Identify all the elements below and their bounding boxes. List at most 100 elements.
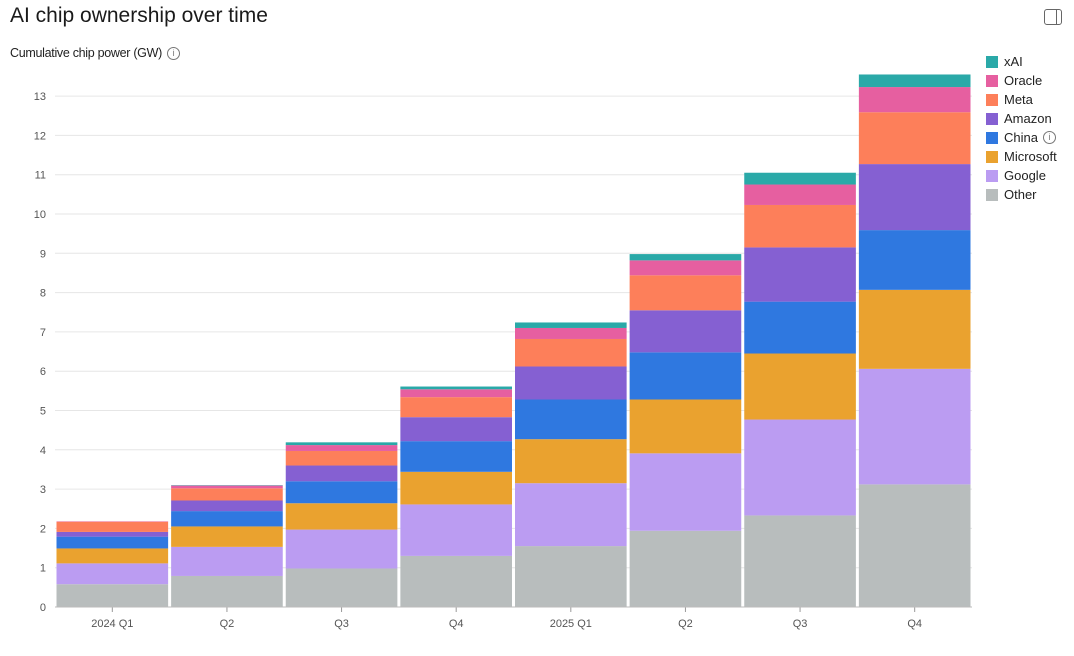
bar-segment-microsoft [171, 526, 283, 547]
legend-item-meta[interactable]: Meta [986, 90, 1057, 109]
bar-segment-oracle [400, 389, 512, 398]
bar-segment-amazon [629, 310, 742, 353]
bar-segment-google [56, 563, 169, 585]
bar-segment-google [285, 529, 398, 569]
x-tick-label: Q3 [334, 618, 349, 630]
bar-segment-china [629, 352, 742, 400]
y-tick-label: 10 [34, 209, 46, 221]
x-tick-label: Q2 [220, 618, 235, 630]
bar-segment-microsoft [858, 289, 971, 369]
bar-segment-other [285, 568, 398, 607]
bar-segment-xai [858, 74, 971, 88]
bar-segment-other [400, 555, 512, 607]
bar-segment-amazon [171, 500, 283, 512]
bar-segment-google [400, 504, 512, 556]
bar-segment-china [858, 230, 971, 290]
legend-item-oracle[interactable]: Oracle [986, 71, 1057, 90]
y-tick-label: 12 [34, 130, 46, 142]
y-tick-label: 7 [40, 327, 46, 339]
y-tick-label: 1 [40, 563, 46, 575]
bar-segment-oracle [285, 445, 398, 451]
legend-item-other[interactable]: Other [986, 185, 1057, 204]
bar-segment-microsoft [744, 353, 856, 420]
bar-segment-amazon [400, 417, 512, 442]
legend-label: Meta [1004, 92, 1033, 107]
bar-segment-other [56, 584, 169, 607]
legend-swatch [986, 131, 998, 144]
bar-segment-amazon [56, 531, 169, 537]
bar-segment-google [171, 546, 283, 576]
legend: xAI Oracle Meta Amazon China i Microsoft Google… [986, 52, 1057, 204]
bar-segment-oracle [744, 184, 856, 205]
y-tick-label: 4 [40, 445, 46, 457]
bar-segment-google [629, 453, 742, 531]
bar-segment-other [858, 484, 971, 607]
bar-segment-microsoft [56, 548, 169, 564]
bar-segment-amazon [744, 247, 856, 302]
bar-segment-meta [515, 338, 627, 367]
bar-segment-google [515, 483, 627, 547]
y-tick-label: 6 [40, 366, 46, 378]
bar-segment-other [171, 575, 283, 607]
legend-label: xAI [1004, 54, 1023, 69]
bar-segment-google [858, 368, 971, 485]
legend-swatch [986, 188, 998, 201]
legend-item-china[interactable]: China i [986, 128, 1057, 147]
bar-segment-oracle [515, 327, 627, 339]
bar-segment-china [285, 481, 398, 504]
legend-label: Oracle [1004, 73, 1043, 88]
bar-segment-other [629, 530, 742, 607]
bar-segment-china [56, 536, 169, 549]
bar-segment-microsoft [285, 503, 398, 530]
bar-segment-oracle [858, 87, 971, 113]
bar-segment-other [515, 546, 627, 607]
bar-segment-oracle [629, 260, 742, 276]
legend-label: Microsoft [1004, 149, 1057, 164]
x-tick-label: 2025 Q1 [550, 618, 592, 630]
bar-segment-microsoft [400, 471, 512, 505]
legend-item-microsoft[interactable]: Microsoft [986, 147, 1057, 166]
legend-swatch [986, 112, 998, 125]
legend-item-xai[interactable]: xAI [986, 52, 1057, 71]
bar-segment-china [744, 301, 856, 354]
y-tick-label: 0 [40, 602, 46, 614]
x-tick-label: Q3 [793, 618, 808, 630]
chart-title: AI chip ownership over time [10, 4, 268, 27]
bar-segment-meta [400, 397, 512, 418]
y-tick-label: 5 [40, 406, 46, 418]
bar-segment-meta [858, 112, 971, 165]
legend-label: China [1004, 130, 1038, 145]
bar-segment-amazon [285, 465, 398, 482]
x-tick-label: Q4 [907, 618, 922, 630]
bar-segment-china [515, 399, 627, 440]
legend-label: Amazon [1004, 111, 1052, 126]
legend-swatch [986, 74, 998, 87]
legend-label: Google [1004, 168, 1046, 183]
legend-item-amazon[interactable]: Amazon [986, 109, 1057, 128]
y-axis-label-text: Cumulative chip power (GW) [10, 46, 162, 60]
bar-segment-google [744, 419, 856, 516]
bar-segment-xai [744, 172, 856, 185]
bar-segment-microsoft [515, 439, 627, 484]
bar-segment-meta [629, 275, 742, 311]
bar-segment-meta [744, 204, 856, 248]
sidebar-toggle-icon[interactable] [1044, 9, 1062, 25]
x-tick-label: Q2 [678, 618, 693, 630]
info-icon[interactable]: i [166, 47, 180, 61]
y-tick-label: 13 [34, 91, 46, 103]
bar-segment-meta [285, 450, 398, 466]
legend-item-google[interactable]: Google [986, 166, 1057, 185]
legend-swatch [986, 93, 998, 106]
legend-swatch [986, 169, 998, 182]
bar-segment-xai [400, 386, 512, 390]
y-tick-label: 9 [40, 248, 46, 260]
info-icon[interactable]: i [1042, 131, 1056, 144]
bar-segment-xai [285, 442, 398, 446]
bar-segment-microsoft [629, 399, 742, 454]
bar-segment-oracle [171, 485, 283, 489]
x-tick-label: 2024 Q1 [91, 618, 133, 630]
bar-segment-amazon [515, 366, 627, 400]
y-axis-label: Cumulative chip power (GW) i [10, 46, 180, 61]
bar-segment-amazon [858, 164, 971, 231]
